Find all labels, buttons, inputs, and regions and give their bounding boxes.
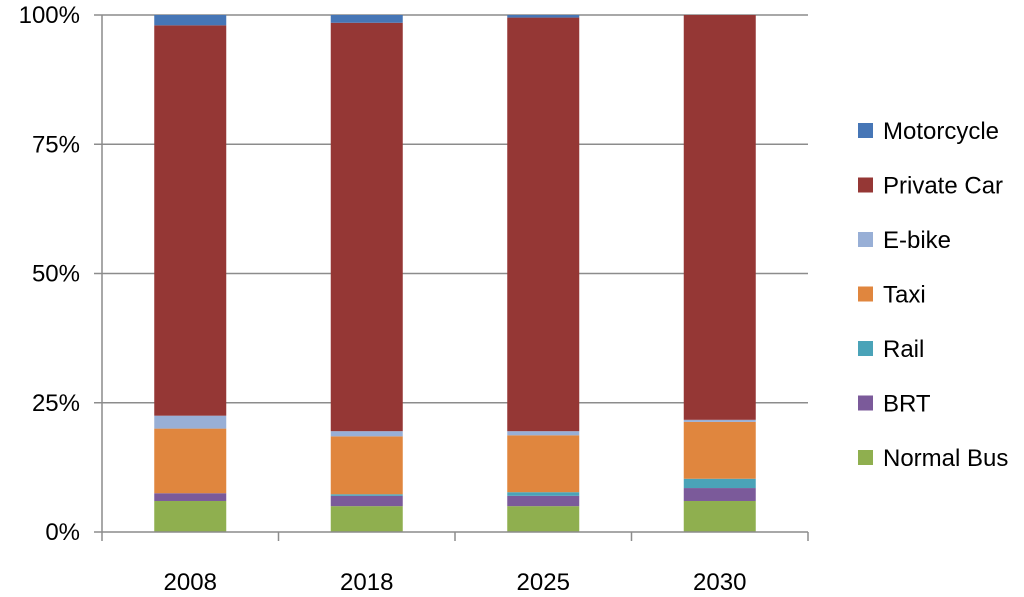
- y-tick-label: 75%: [32, 131, 80, 158]
- legend-swatch: [858, 286, 873, 302]
- axes: [94, 14, 809, 541]
- y-tick-label: 100%: [19, 2, 80, 29]
- bar-segment-motorcycle-2025: [507, 15, 580, 18]
- bar-segment-private-car-2030: [683, 15, 756, 420]
- bar-segment-rail-2030: [683, 478, 756, 489]
- bar-segment-motorcycle-2008: [154, 15, 227, 26]
- y-tick-label: 50%: [32, 261, 80, 288]
- legend-label: BRT: [883, 391, 931, 418]
- bar-segment-taxi-2030: [683, 421, 756, 479]
- bar-segment-brt-2018: [330, 495, 403, 507]
- legend-item-taxi[interactable]: Taxi: [858, 282, 926, 309]
- bar-segment-motorcycle-2018: [330, 15, 403, 23]
- bar-segment-e-bike-2008: [154, 415, 227, 429]
- bar-segment-rail-2025: [507, 492, 580, 496]
- bar-segment-private-car-2025: [507, 17, 580, 432]
- bar-segment-private-car-2008: [154, 25, 227, 416]
- legend-label: E-bike: [883, 227, 951, 254]
- bar-segment-e-bike-2025: [507, 431, 580, 436]
- x-tick-labels: 2008 2018 2025 2030: [164, 569, 747, 596]
- bar-segment-taxi-2025: [507, 435, 580, 493]
- bars: [154, 15, 756, 532]
- legend-swatch: [858, 123, 873, 138]
- legend-label: Rail: [883, 336, 924, 363]
- legend-swatch: [858, 450, 873, 465]
- legend-item-rail[interactable]: Rail: [858, 336, 924, 363]
- legend-item-e-bike[interactable]: E-bike: [858, 227, 951, 254]
- legend-label: Taxi: [883, 282, 926, 309]
- bar-segment-brt-2030: [683, 488, 756, 501]
- bar-segment-normal-bus-2018: [330, 506, 403, 532]
- x-tick-label: 2025: [517, 569, 570, 596]
- bar-segment-normal-bus-2008: [154, 500, 227, 532]
- legend-label: Motorcycle: [883, 118, 999, 145]
- legend-swatch: [858, 177, 873, 193]
- legend-label: Normal Bus: [883, 445, 1008, 472]
- legend-item-normal-bus[interactable]: Normal Bus: [858, 445, 1008, 472]
- legend-item-brt[interactable]: BRT: [858, 391, 931, 418]
- bar-segment-private-car-2018: [330, 22, 403, 432]
- bar-segment-normal-bus-2025: [507, 506, 580, 532]
- y-tick-label: 25%: [32, 390, 80, 417]
- bar-segment-brt-2008: [154, 493, 227, 501]
- bar-segment-e-bike-2030: [683, 419, 756, 422]
- bar-segment-brt-2025: [507, 495, 580, 507]
- legend-label: Private Car: [883, 173, 1003, 200]
- legend-swatch: [858, 341, 873, 356]
- legend-item-motorcycle[interactable]: Motorcycle: [858, 118, 999, 145]
- legend-swatch: [858, 395, 873, 411]
- legend-swatch: [858, 232, 873, 247]
- legend-item-private-car[interactable]: Private Car: [858, 173, 1003, 200]
- bar-segment-taxi-2018: [330, 436, 403, 495]
- bar-segment-normal-bus-2030: [683, 500, 756, 532]
- bar-segment-taxi-2008: [154, 428, 227, 494]
- bar-segment-rail-2018: [330, 494, 403, 496]
- x-tick-label: 2008: [164, 569, 217, 596]
- legend[interactable]: Motorcycle Private Car E-bike Taxi Rail BRT No…: [858, 118, 1008, 472]
- y-tick-label: 0%: [45, 519, 80, 546]
- y-tick-labels: 0% 25% 50% 75% 100%: [19, 2, 80, 546]
- x-tick-label: 2030: [693, 569, 746, 596]
- bar-segment-e-bike-2018: [330, 431, 403, 437]
- x-tick-label: 2018: [340, 569, 393, 596]
